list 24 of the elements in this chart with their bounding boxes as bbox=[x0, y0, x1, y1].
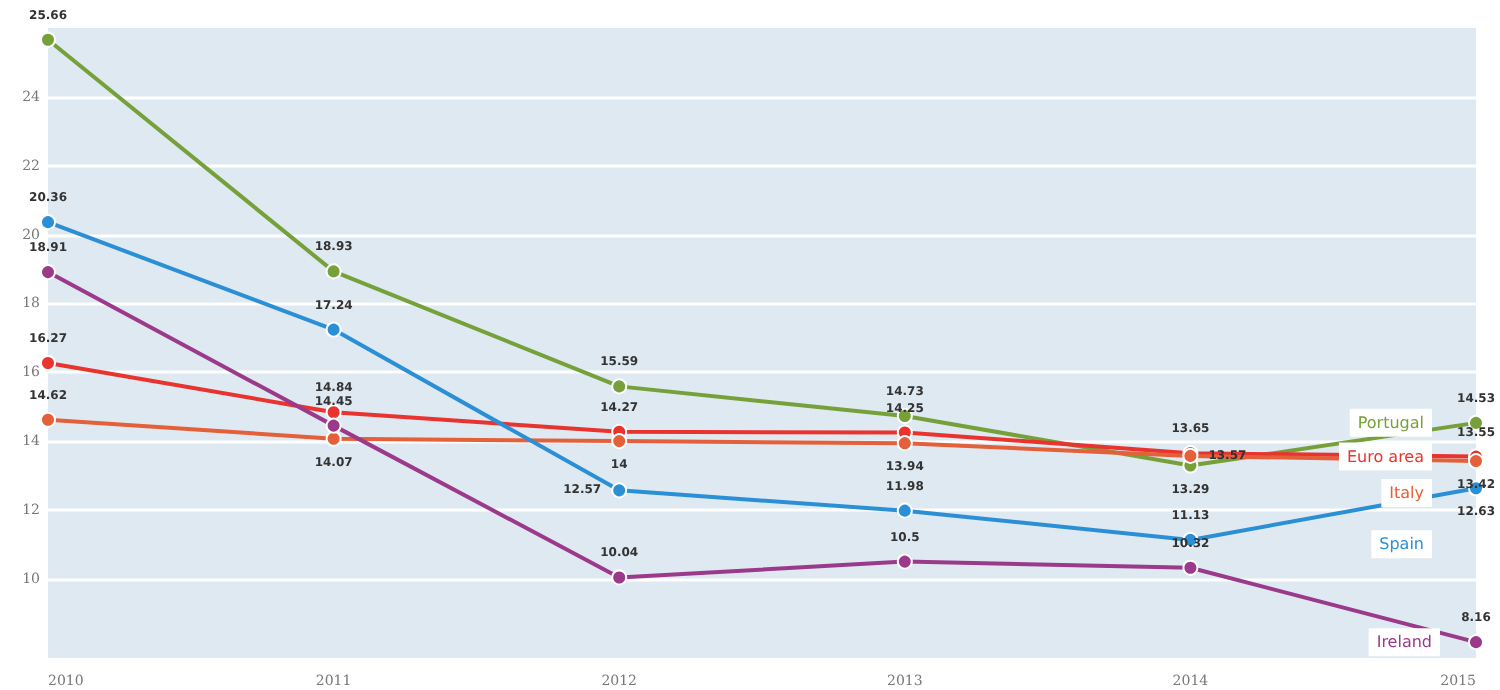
series-label: Euro area bbox=[1346, 447, 1425, 466]
series-label: Portugal bbox=[1357, 413, 1424, 432]
series-label: Spain bbox=[1379, 535, 1424, 554]
point bbox=[1468, 634, 1484, 651]
point bbox=[40, 214, 56, 231]
point bbox=[611, 569, 628, 586]
point bbox=[40, 31, 56, 48]
series-label: Ireland bbox=[1376, 633, 1432, 652]
point bbox=[325, 263, 342, 280]
point bbox=[611, 433, 628, 450]
point bbox=[325, 430, 342, 447]
point bbox=[611, 482, 628, 499]
point bbox=[40, 411, 56, 428]
point bbox=[1468, 453, 1484, 470]
point bbox=[325, 321, 342, 338]
point bbox=[896, 553, 913, 570]
point bbox=[896, 435, 913, 452]
point bbox=[1182, 559, 1199, 576]
point bbox=[325, 417, 342, 434]
series-label: Italy bbox=[1389, 484, 1425, 503]
point bbox=[40, 264, 56, 281]
point bbox=[40, 354, 56, 371]
point bbox=[896, 502, 913, 519]
point bbox=[611, 378, 628, 395]
